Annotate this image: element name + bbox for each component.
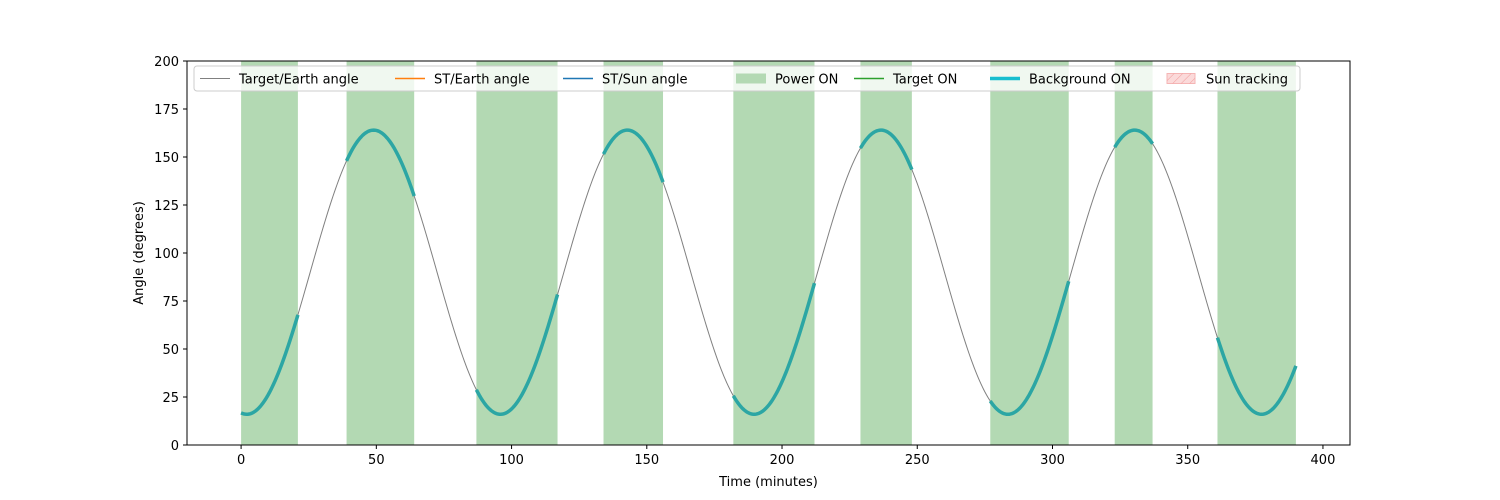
power-on-band bbox=[603, 61, 664, 445]
y-axis-ticks: 0 25 50 75 100 125 150 175 200 bbox=[154, 55, 187, 454]
y-tick-label: 150 bbox=[154, 151, 179, 166]
legend: Target/Earth angle ST/Earth angle ST/Sun a… bbox=[193, 65, 1301, 92]
background-on-series bbox=[240, 128, 1298, 417]
x-tick-label: 200 bbox=[770, 453, 795, 468]
background-on-segment bbox=[601, 128, 665, 183]
power-on-band bbox=[241, 61, 298, 445]
x-axis-ticks: 0 50 100 150 200 250 300 350 400 bbox=[237, 445, 1335, 468]
y-tick-label: 175 bbox=[154, 103, 179, 118]
y-tick-label: 0 bbox=[171, 439, 179, 454]
x-axis-label: Time (minutes) bbox=[718, 475, 818, 490]
y-axis-label: Angle (degrees) bbox=[132, 201, 147, 305]
x-tick-label: 50 bbox=[368, 453, 385, 468]
background-on-segment bbox=[988, 280, 1071, 417]
background-on-segment bbox=[1113, 128, 1155, 149]
power-on-bands bbox=[241, 61, 1296, 445]
y-tick-label: 75 bbox=[162, 295, 179, 310]
y-tick-label: 125 bbox=[154, 199, 179, 214]
background-on-segment bbox=[474, 293, 560, 417]
y-tick-label: 25 bbox=[162, 391, 179, 406]
legend-label: Sun tracking bbox=[1206, 73, 1288, 88]
x-tick-label: 150 bbox=[634, 453, 659, 468]
power-on-band bbox=[346, 61, 415, 445]
x-tick-label: 300 bbox=[1040, 453, 1065, 468]
power-on-band bbox=[1217, 61, 1296, 445]
legend-item: ST/Sun angle bbox=[563, 73, 688, 88]
legend-item: Background ON bbox=[990, 73, 1131, 88]
legend-item: Target/Earth angle bbox=[200, 73, 359, 88]
legend-item: Sun tracking bbox=[1166, 73, 1288, 88]
background-on-segment bbox=[731, 282, 817, 417]
y-tick-label: 100 bbox=[154, 247, 179, 262]
power-on-band bbox=[476, 61, 558, 445]
legend-label: ST/Earth angle bbox=[434, 73, 530, 88]
x-tick-label: 350 bbox=[1175, 453, 1200, 468]
power-on-band bbox=[860, 61, 912, 445]
legend-label: Target/Earth angle bbox=[238, 73, 359, 88]
background-on-segment bbox=[858, 128, 914, 171]
legend-label: Target ON bbox=[892, 73, 957, 88]
x-tick-label: 250 bbox=[905, 453, 930, 468]
x-tick-label: 100 bbox=[499, 453, 524, 468]
background-on-segment bbox=[240, 314, 300, 417]
y-tick-label: 50 bbox=[162, 343, 179, 358]
legend-label: Background ON bbox=[1029, 73, 1131, 88]
x-tick-label: 400 bbox=[1311, 453, 1336, 468]
legend-item: ST/Earth angle bbox=[395, 73, 530, 88]
legend-label: Power ON bbox=[775, 73, 838, 88]
legend-item: Target ON bbox=[854, 73, 957, 88]
power-on-band bbox=[990, 61, 1069, 445]
legend-swatch bbox=[736, 73, 766, 84]
y-tick-label: 200 bbox=[154, 55, 179, 70]
background-on-segment bbox=[1215, 337, 1298, 417]
background-on-segment bbox=[344, 128, 416, 197]
power-on-band bbox=[1114, 61, 1153, 445]
legend-label: ST/Sun angle bbox=[602, 73, 688, 88]
power-on-band bbox=[733, 61, 815, 445]
x-tick-label: 0 bbox=[237, 453, 245, 468]
legend-item: Power ON bbox=[736, 73, 838, 88]
